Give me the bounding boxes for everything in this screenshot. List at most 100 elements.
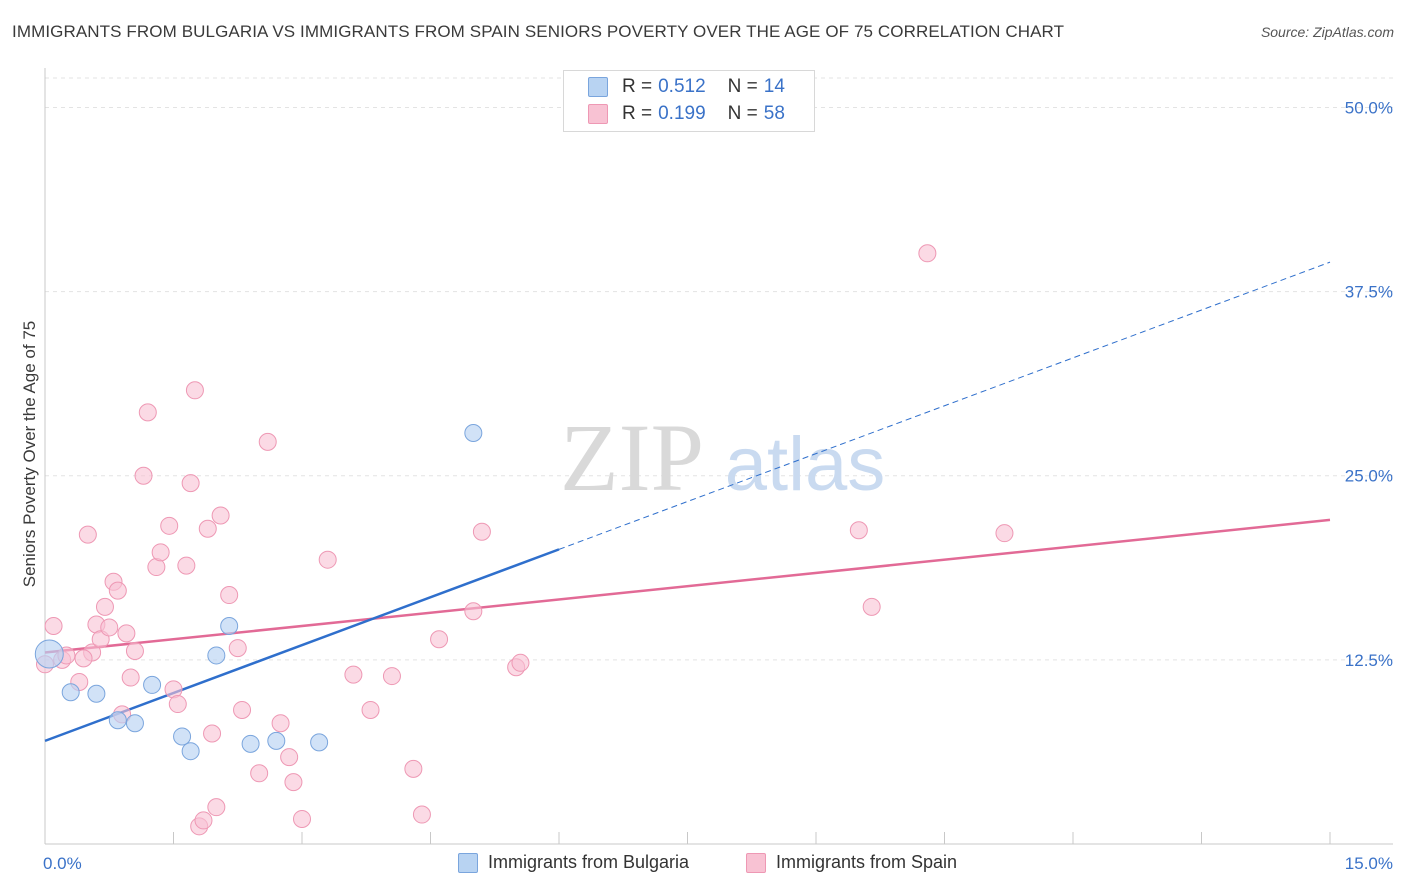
watermark: ZIP atlas xyxy=(560,404,885,511)
trend-line-bulgaria-extension xyxy=(558,261,1331,550)
point-spain xyxy=(404,759,423,778)
point-spain xyxy=(160,516,179,535)
point-bulgaria xyxy=(207,646,226,665)
point-spain xyxy=(44,616,63,635)
legend-swatch-spain xyxy=(588,104,608,124)
x-tick-label: 0.0% xyxy=(43,854,82,873)
point-bulgaria xyxy=(310,733,329,752)
point-spain xyxy=(472,522,491,541)
trend-line-spain xyxy=(44,518,1331,654)
y-tick-label: 37.5% xyxy=(1345,283,1393,302)
legend-row-bulgaria: R = 0.512 N = 14 xyxy=(588,75,785,99)
point-spain xyxy=(271,714,290,733)
point-spain xyxy=(181,474,200,493)
legend-r-label: R = xyxy=(622,76,653,97)
watermark-zip: ZIP xyxy=(560,404,704,511)
trend-lines xyxy=(44,261,1331,743)
point-spain xyxy=(117,624,136,643)
point-spain xyxy=(250,764,269,783)
legend-swatch-spain xyxy=(746,852,766,873)
point-spain xyxy=(280,748,299,767)
point-bulgaria xyxy=(464,424,483,443)
point-bulgaria xyxy=(220,616,239,635)
point-spain xyxy=(228,639,247,658)
gridlines xyxy=(45,77,1393,661)
legend-r-value: 0.199 xyxy=(658,103,706,124)
watermark-atlas: atlas xyxy=(725,422,886,507)
points-spain xyxy=(36,244,1014,836)
point-spain xyxy=(134,466,153,485)
legend-n-label: N = xyxy=(727,76,758,97)
point-bulgaria xyxy=(267,731,286,750)
point-spain xyxy=(78,525,97,544)
point-spain xyxy=(258,432,277,451)
point-spain xyxy=(168,695,187,714)
point-spain xyxy=(185,381,204,400)
point-spain xyxy=(862,597,881,616)
point-spain xyxy=(151,543,170,562)
point-bulgaria xyxy=(34,639,64,669)
point-spain xyxy=(194,811,213,830)
point-spain xyxy=(121,668,140,687)
legend-swatch-bulgaria xyxy=(458,852,478,873)
legend-r-value: 0.512 xyxy=(658,76,706,97)
legend-n-value: 14 xyxy=(763,76,785,97)
legend-item-bulgaria: Immigrants from Bulgaria xyxy=(458,852,689,873)
point-spain xyxy=(382,667,401,686)
y-tick-label: 12.5% xyxy=(1345,651,1393,670)
legend-item-spain: Immigrants from Spain xyxy=(746,852,957,873)
point-bulgaria xyxy=(241,734,260,753)
point-bulgaria xyxy=(87,684,106,703)
point-spain xyxy=(177,556,196,575)
point-spain xyxy=(430,630,449,649)
point-spain xyxy=(344,665,363,684)
point-spain xyxy=(138,403,157,422)
point-spain xyxy=(918,244,937,263)
legend-label-bulgaria: Immigrants from Bulgaria xyxy=(488,852,690,872)
y-axis-label: Seniors Poverty Over the Age of 75 xyxy=(20,320,39,588)
point-spain xyxy=(293,809,311,828)
point-spain xyxy=(74,649,93,668)
point-spain xyxy=(464,602,483,621)
point-spain xyxy=(203,724,222,743)
point-spain xyxy=(100,618,119,637)
point-bulgaria xyxy=(108,711,127,730)
point-spain xyxy=(995,524,1014,543)
point-bulgaria xyxy=(173,727,192,746)
point-spain xyxy=(318,550,337,569)
legend-swatch-bulgaria xyxy=(588,77,608,97)
series-legend: Immigrants from Bulgaria Immigrants from… xyxy=(0,852,1406,876)
legend-r-label: R = xyxy=(622,103,653,124)
point-spain xyxy=(361,700,380,719)
point-spain xyxy=(198,519,217,538)
legend-label-spain: Immigrants from Spain xyxy=(776,852,958,872)
y-tick-label: 25.0% xyxy=(1345,467,1393,486)
legend-row-spain: R = 0.199 N = 58 xyxy=(588,102,785,126)
point-spain xyxy=(511,653,530,672)
point-spain xyxy=(233,700,252,719)
tick-labels: 12.5% 25.0% 37.5% 50.0% 0.0% 15.0% xyxy=(43,98,1393,873)
point-spain xyxy=(125,642,144,661)
point-spain xyxy=(220,586,239,605)
y-tick-label: 50.0% xyxy=(1345,98,1393,117)
correlation-legend: R = 0.512 N = 14 R = 0.199 N = 58 xyxy=(563,70,815,132)
point-bulgaria xyxy=(143,675,162,694)
point-spain xyxy=(207,798,226,817)
trend-line-bulgaria xyxy=(44,548,560,743)
legend-n-label: N = xyxy=(727,103,758,124)
points-bulgaria xyxy=(34,424,483,761)
legend-n-value: 58 xyxy=(763,103,785,124)
point-spain xyxy=(95,597,114,616)
point-spain xyxy=(849,521,868,540)
point-bulgaria xyxy=(125,714,144,733)
x-tick-label: 15.0% xyxy=(1345,854,1393,873)
point-spain xyxy=(108,581,127,600)
point-spain xyxy=(211,506,230,525)
chart-title: IMMIGRANTS FROM BULGARIA VS IMMIGRANTS F… xyxy=(12,22,1065,41)
source-credit: Source: ZipAtlas.com xyxy=(1260,24,1394,40)
point-spain xyxy=(412,805,431,824)
point-bulgaria xyxy=(181,742,200,761)
point-bulgaria xyxy=(61,683,80,702)
axes xyxy=(44,68,1393,845)
